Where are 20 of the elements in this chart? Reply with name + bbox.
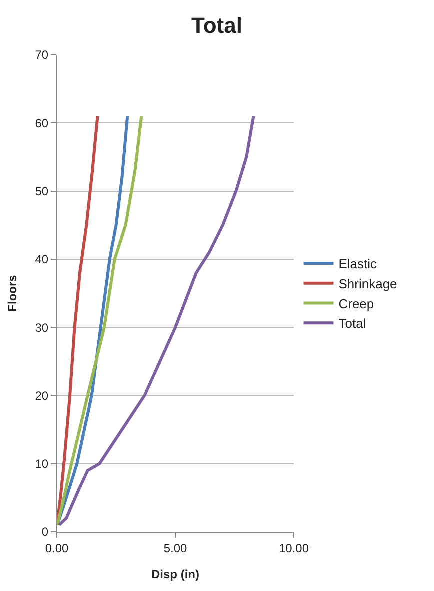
y-tick-label: 70: [35, 48, 49, 62]
y-tick-label: 30: [35, 320, 49, 335]
line-series: [57, 114, 144, 527]
chart-title: Total: [192, 13, 242, 38]
legend-label: Creep: [338, 296, 374, 312]
y-tick-label: 40: [35, 252, 49, 267]
y-tick-label: 60: [35, 116, 49, 130]
y-tick-label: 20: [35, 388, 49, 403]
y-axis-title: Floors: [6, 274, 20, 312]
y-tick-label: 0: [42, 525, 49, 540]
x-tick-label: 5.00: [164, 541, 188, 556]
line-series: [58, 114, 256, 527]
legend-label: Shrinkage: [338, 276, 398, 292]
legend-label: Total: [338, 316, 366, 332]
x-axis-title: Disp (in): [152, 567, 200, 582]
x-tick-label: 10.00: [278, 541, 310, 556]
legend-label: Elastic: [338, 256, 378, 272]
y-tick-label: 10: [35, 457, 49, 472]
y-tick-label: 50: [35, 184, 49, 198]
x-tick-label: 0.00: [45, 541, 69, 556]
